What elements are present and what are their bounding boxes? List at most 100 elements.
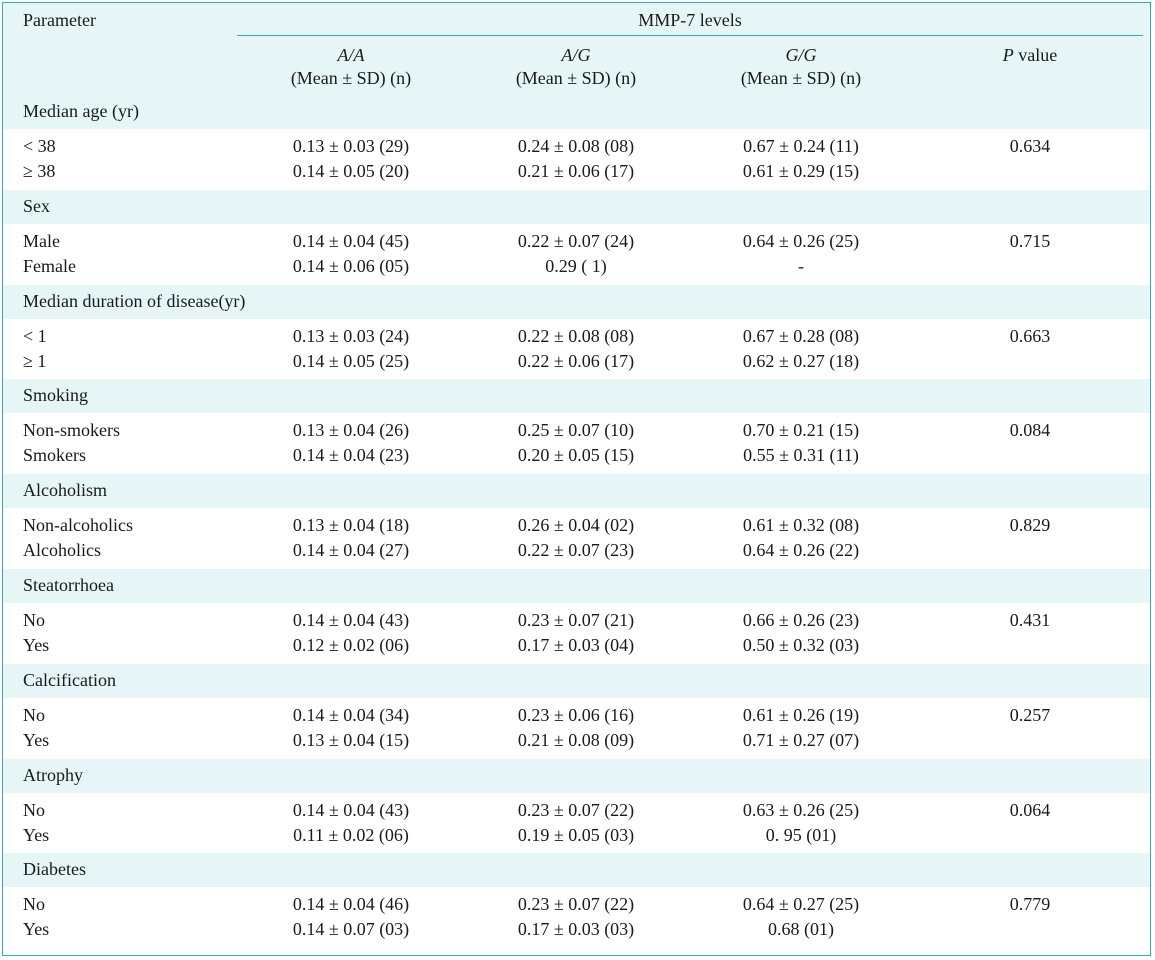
- row-label: Non-alcoholics: [23, 515, 133, 536]
- section-title: Diabetes: [23, 859, 86, 880]
- cell-ag: 0.17 ± 0.03 (03): [517, 919, 635, 940]
- cell-ag: 0.26 ± 0.04 (02): [517, 515, 635, 536]
- section-title: Steatorrhoea: [23, 575, 114, 595]
- row-label: No: [23, 894, 45, 915]
- section-title: Median duration of disease(yr): [23, 290, 246, 311]
- cell-gg: 0. 95 (01): [765, 824, 837, 845]
- cell-gg: -: [798, 255, 804, 276]
- cell-aa: 0.11 ± 0.02 (06): [293, 824, 409, 845]
- cell-aa: 0.14 ± 0.06 (05): [292, 255, 410, 276]
- col-ag-genotype: A/G: [561, 45, 591, 65]
- cell-gg: 0.62 ± 0.27 (18): [742, 350, 860, 371]
- cell-gg: 0.50 ± 0.32 (03): [742, 635, 860, 655]
- cell-gg: 0.55 ± 0.31 (11): [743, 445, 859, 466]
- section-rows: No 0.14 ± 0.04 (43) 0.23 ± 0.07 (22) 0.63 ±…: [3, 792, 1150, 853]
- row-label: < 38: [23, 136, 56, 156]
- cell-aa: 0.14 ± 0.05 (20): [292, 161, 410, 181]
- cell-aa: 0.13 ± 0.04 (15): [292, 729, 410, 750]
- row-label: ≥ 38: [23, 161, 56, 181]
- section-rows: No 0.14 ± 0.04 (43) 0.23 ± 0.07 (21) 0.66 ±…: [3, 603, 1150, 663]
- section-header: Steatorrhoea: [3, 569, 1150, 603]
- section-rows: No 0.14 ± 0.04 (46) 0.23 ± 0.07 (22) 0.64 ±…: [3, 887, 1150, 948]
- row-label: Yes: [23, 729, 50, 750]
- col-gg-genotype: G/G: [785, 45, 817, 65]
- cell-aa: 0.14 ± 0.04 (43): [292, 799, 410, 820]
- col-aa-stat: (Mean ± SD) (n): [290, 68, 412, 88]
- row-label: Alcoholics: [23, 540, 101, 561]
- table-header: Parameter MMP-7 levels A/A (Mean ± SD) (…: [3, 3, 1150, 96]
- cell-aa: 0.14 ± 0.04 (34): [292, 704, 410, 725]
- cell-ag: 0.22 ± 0.06 (17): [517, 350, 635, 371]
- cell-ag: 0.23 ± 0.07 (21): [517, 610, 635, 630]
- section-title: Median age (yr): [23, 101, 139, 121]
- parameter-header: Parameter: [23, 10, 96, 30]
- cell-aa: 0.14 ± 0.04 (46): [292, 894, 410, 915]
- section-rows: No 0.14 ± 0.04 (34) 0.23 ± 0.06 (16) 0.61 ±…: [3, 697, 1150, 758]
- p-value-header: P value: [930, 43, 1130, 67]
- cell-gg: 0.68 (01): [768, 919, 834, 940]
- section-header: Sex: [3, 189, 1150, 224]
- section-header: Median duration of disease(yr): [3, 284, 1150, 319]
- p-italic: P: [1002, 45, 1014, 65]
- cell-ag: 0.21 ± 0.06 (17): [517, 161, 635, 181]
- row-label: ≥ 1: [23, 350, 47, 371]
- section-header: Calcification: [3, 663, 1150, 698]
- cell-gg: 0.71 ± 0.27 (07): [742, 729, 860, 750]
- cell-aa: 0.13 ± 0.03 (29): [292, 136, 410, 156]
- row-label: Male: [23, 230, 60, 251]
- cell-gg: 0.61 ± 0.29 (15): [742, 161, 860, 181]
- section-header: Diabetes: [3, 853, 1150, 888]
- header-divider: [237, 35, 1143, 36]
- section-rows: Non-smokers 0.13 ± 0.04 (26) 0.25 ± 0.07 (…: [3, 413, 1150, 474]
- row-label: Yes: [23, 635, 50, 655]
- cell-p-value: 0.829: [1009, 515, 1051, 536]
- row-label: < 1: [23, 325, 47, 346]
- cell-aa: 0.13 ± 0.03 (24): [292, 325, 410, 346]
- row-label: Yes: [23, 919, 50, 940]
- row-label: Smokers: [23, 445, 86, 466]
- cell-ag: 0.23 ± 0.07 (22): [517, 894, 635, 915]
- col-ag-stat: (Mean ± SD) (n): [515, 68, 637, 88]
- row-label: No: [23, 610, 45, 630]
- col-gg-stat: (Mean ± SD) (n): [740, 68, 862, 88]
- cell-aa: 0.13 ± 0.04 (18): [292, 515, 410, 536]
- section-rows: Non-alcoholics 0.13 ± 0.04 (18) 0.26 ± 0.0…: [3, 508, 1150, 569]
- section-title: Atrophy: [23, 764, 83, 785]
- row-label: No: [23, 704, 45, 725]
- section-header: Median age (yr): [3, 95, 1150, 129]
- section-rows: < 1 0.13 ± 0.03 (24) 0.22 ± 0.08 (08) 0.67 …: [3, 318, 1150, 379]
- cell-ag: 0.22 ± 0.07 (24): [517, 230, 635, 251]
- cell-p-value: 0.663: [1009, 325, 1051, 346]
- section-title: Smoking: [23, 385, 89, 406]
- section-rows: Male 0.14 ± 0.04 (45) 0.22 ± 0.07 (24) 0.64…: [3, 223, 1150, 284]
- cell-aa: 0.14 ± 0.04 (27): [292, 540, 410, 561]
- cell-gg: 0.67 ± 0.24 (11): [743, 136, 859, 156]
- cell-ag: 0.23 ± 0.07 (22): [517, 799, 635, 820]
- cell-ag: 0.24 ± 0.08 (08): [517, 136, 635, 156]
- cell-gg: 0.61 ± 0.26 (19): [742, 704, 860, 725]
- cell-ag: 0.19 ± 0.05 (03): [517, 824, 635, 845]
- cell-gg: 0.67 ± 0.28 (08): [742, 325, 860, 346]
- cell-gg: 0.64 ± 0.27 (25): [742, 894, 860, 915]
- cell-ag: 0.22 ± 0.08 (08): [517, 325, 635, 346]
- cell-ag: 0.25 ± 0.07 (10): [517, 420, 635, 441]
- section-header: Atrophy: [3, 758, 1150, 793]
- cell-ag: 0.23 ± 0.06 (16): [517, 704, 635, 725]
- cell-aa: 0.14 ± 0.05 (25): [292, 350, 410, 371]
- col-aa-genotype: A/A: [337, 45, 365, 65]
- cell-p-value: 0.715: [1009, 230, 1051, 251]
- cell-aa: 0.14 ± 0.07 (03): [292, 919, 410, 940]
- section-title: Alcoholism: [23, 480, 107, 501]
- cell-aa: 0.14 ± 0.04 (23): [292, 445, 410, 466]
- cell-gg: 0.64 ± 0.26 (25): [742, 230, 860, 251]
- section-header: Smoking: [3, 379, 1150, 414]
- cell-p-value: 0.779: [1009, 894, 1051, 915]
- cell-gg: 0.66 ± 0.26 (23): [742, 610, 860, 630]
- cell-aa: 0.12 ± 0.02 (06): [292, 635, 410, 655]
- cell-gg: 0.61 ± 0.32 (08): [742, 515, 860, 536]
- section-header: Alcoholism: [3, 474, 1150, 509]
- cell-aa: 0.14 ± 0.04 (43): [292, 610, 410, 630]
- row-label: Female: [23, 255, 76, 276]
- cell-p-value: 0.064: [1009, 799, 1051, 820]
